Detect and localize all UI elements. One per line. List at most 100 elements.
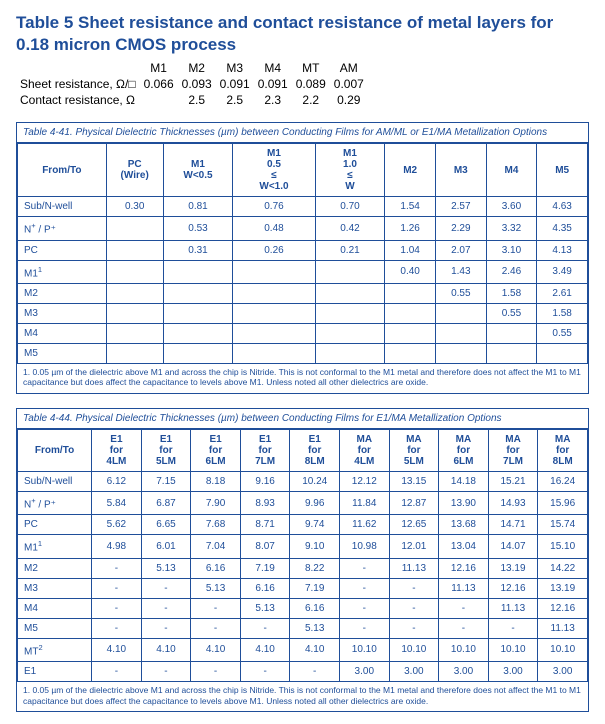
cell: - xyxy=(290,662,340,682)
cell: 9.74 xyxy=(290,515,340,535)
sheet-val: 0.066 xyxy=(140,76,178,92)
cell: 7.04 xyxy=(191,535,241,558)
cell xyxy=(106,217,163,240)
table-row: E1-----3.003.003.003.003.00 xyxy=(18,662,588,682)
cell: 0.48 xyxy=(233,217,315,240)
cell: 3.00 xyxy=(488,662,538,682)
table-row: M110.401.432.463.49 xyxy=(18,260,588,283)
sheet-val: 0.093 xyxy=(178,76,216,92)
table-row: M114.986.017.048.079.1010.9812.0113.0414… xyxy=(18,535,588,558)
cell: 8.93 xyxy=(240,492,290,515)
cell: 5.13 xyxy=(240,598,290,618)
cell: 9.16 xyxy=(240,472,290,492)
cell: 5.13 xyxy=(141,558,191,578)
cell: 4.10 xyxy=(240,638,290,661)
cell: 2.29 xyxy=(435,217,486,240)
cell xyxy=(106,260,163,283)
col-header: MAfor8LM xyxy=(538,430,588,472)
row-header: M2 xyxy=(18,558,92,578)
table-row: PC5.626.657.688.719.7411.6212.6513.6814.… xyxy=(18,515,588,535)
cell: 8.18 xyxy=(191,472,241,492)
cell: 0.70 xyxy=(315,197,385,217)
col-header: E1for5LM xyxy=(141,430,191,472)
cell: 14.07 xyxy=(488,535,538,558)
cell xyxy=(106,303,163,323)
table-444-footnote: 1. 0.05 µm of the dielectric above M1 an… xyxy=(17,682,588,711)
cell xyxy=(385,343,436,363)
row-header: M2 xyxy=(18,283,107,303)
contact-val: 2.5 xyxy=(216,92,254,108)
cell: 1.58 xyxy=(537,303,588,323)
contact-val: 2.3 xyxy=(254,92,292,108)
table-row: M5 xyxy=(18,343,588,363)
table-row: Sub/N-well6.127.158.189.1610.2412.1213.1… xyxy=(18,472,588,492)
cell: 13.04 xyxy=(439,535,489,558)
cell xyxy=(106,343,163,363)
cell: 3.00 xyxy=(439,662,489,682)
cell: 13.68 xyxy=(439,515,489,535)
cell: 0.55 xyxy=(537,323,588,343)
cell xyxy=(106,323,163,343)
cell xyxy=(106,240,163,260)
cell: - xyxy=(340,558,390,578)
contact-val: 2.5 xyxy=(178,92,216,108)
cell: - xyxy=(92,598,142,618)
cell: 11.84 xyxy=(340,492,390,515)
cell: 12.12 xyxy=(340,472,390,492)
row-header: N+ / P⁺ xyxy=(18,492,92,515)
cell xyxy=(435,343,486,363)
cell: - xyxy=(191,662,241,682)
cell: 15.74 xyxy=(538,515,588,535)
cell: 2.61 xyxy=(537,283,588,303)
page-title: Table 5 Sheet resistance and contact res… xyxy=(16,12,589,56)
table-441-caption: Table 4-41. Physical Dielectric Thicknes… xyxy=(17,123,588,143)
cell: - xyxy=(92,662,142,682)
cell: 5.13 xyxy=(290,618,340,638)
contact-res-label: Contact resistance, Ω xyxy=(16,92,140,108)
row-header: N+ / P⁺ xyxy=(18,217,107,240)
cell xyxy=(486,343,537,363)
cell: 0.26 xyxy=(233,240,315,260)
cell xyxy=(315,323,385,343)
cell xyxy=(163,283,233,303)
cell: - xyxy=(191,598,241,618)
cell: 6.65 xyxy=(141,515,191,535)
cell: 7.19 xyxy=(240,558,290,578)
cell: 2.07 xyxy=(435,240,486,260)
cell: 6.87 xyxy=(141,492,191,515)
cell xyxy=(233,260,315,283)
cell xyxy=(435,323,486,343)
row-header: Sub/N-well xyxy=(18,472,92,492)
cell: 4.10 xyxy=(141,638,191,661)
cell: 14.71 xyxy=(488,515,538,535)
cell xyxy=(163,343,233,363)
table-441-footnote: 1. 0.05 µm of the dielectric above M1 an… xyxy=(17,364,588,393)
cell: 3.49 xyxy=(537,260,588,283)
cell: 6.16 xyxy=(290,598,340,618)
cell: 8.22 xyxy=(290,558,340,578)
cell: 5.13 xyxy=(191,578,241,598)
row-header: M11 xyxy=(18,260,107,283)
col-header: M5 xyxy=(537,144,588,197)
cell: - xyxy=(340,578,390,598)
table-row: M5----5.13----11.13 xyxy=(18,618,588,638)
cell: 0.55 xyxy=(435,283,486,303)
hcol: M1 xyxy=(140,60,178,76)
table-row: PC0.310.260.211.042.073.104.13 xyxy=(18,240,588,260)
cell: 0.40 xyxy=(385,260,436,283)
col-header: M3 xyxy=(435,144,486,197)
cell: 12.16 xyxy=(439,558,489,578)
cell xyxy=(233,303,315,323)
cell: 8.71 xyxy=(240,515,290,535)
cell: - xyxy=(141,578,191,598)
cell: 1.26 xyxy=(385,217,436,240)
cell: 6.16 xyxy=(191,558,241,578)
cell: - xyxy=(488,618,538,638)
table-row: M3--5.136.167.19--11.1312.1613.19 xyxy=(18,578,588,598)
cell: 16.24 xyxy=(538,472,588,492)
table-row: M40.55 xyxy=(18,323,588,343)
table-444: From/ToE1for4LME1for5LME1for6LME1for7LME… xyxy=(17,429,588,682)
cell: - xyxy=(141,662,191,682)
cell: 3.32 xyxy=(486,217,537,240)
table-row: M30.551.58 xyxy=(18,303,588,323)
